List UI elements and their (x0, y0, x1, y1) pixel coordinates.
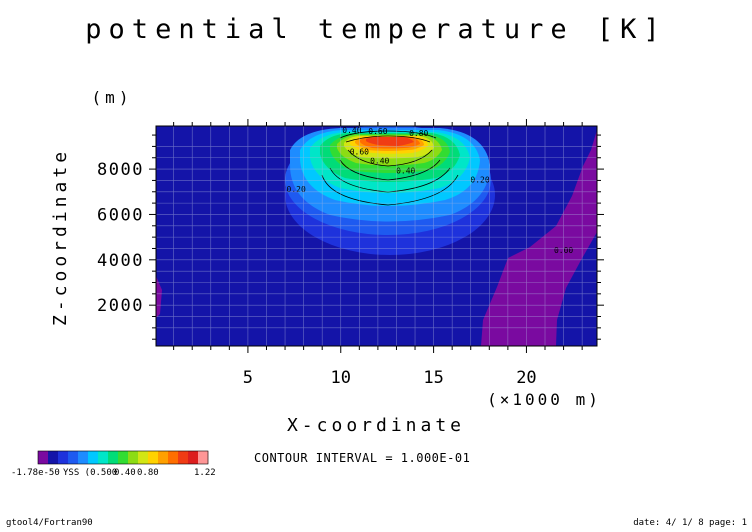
x-tick-label-15: 15 (423, 368, 443, 388)
x-unit-label: (×1000 m) (487, 390, 601, 409)
blue-gap-right (556, 232, 597, 346)
y-tick-label-2000: 2000 (97, 296, 144, 316)
colorbar (37, 450, 209, 465)
colorbar-swatch-11 (148, 451, 159, 464)
colorbar-swatch-0 (38, 451, 49, 464)
contour-line-d (347, 149, 433, 167)
colorbar-swatch-2 (58, 451, 69, 464)
contour-line-c (339, 159, 441, 181)
footer-left: gtool4/Fortran90 (6, 518, 93, 528)
grid (156, 126, 597, 346)
footer-right: date: 4/ 1/ 8 page: 1 (633, 518, 747, 528)
contour-label-3: 0.40 (370, 156, 389, 165)
y-tick-label-8000: 8000 (97, 160, 144, 180)
y-axis-label: Z-coordinate (50, 148, 71, 326)
chart-title: potential temperature [K] (85, 14, 666, 45)
colorbar-overlap-label: YSS (0.500 (63, 468, 117, 478)
colorbar-swatch-12 (158, 451, 169, 464)
colorbar-swatch-16 (198, 451, 209, 464)
colorbar-080-label: 0.80 (137, 468, 159, 478)
x-tick-label-5: 5 (243, 368, 253, 388)
plot-frame (155, 125, 598, 347)
colorbar-swatch-7 (108, 451, 119, 464)
contour-line-e (339, 130, 437, 139)
colorbar-swatch-6 (98, 451, 109, 464)
x-axis-label: X-coordinate (287, 415, 465, 436)
contour-interval-text: CONTOUR INTERVAL = 1.000E-01 (254, 451, 470, 465)
contour-label-2: 0.80 (409, 129, 428, 138)
thermal-anomaly: 0.40 0.60 0.800.400.400.600.200.200.00 (285, 126, 573, 255)
colorbar-swatch-5 (88, 451, 99, 464)
colorbar-swatch-14 (178, 451, 189, 464)
colorbar-frame (37, 450, 209, 465)
contour-label-0: 0.40 (342, 126, 361, 135)
contour-line-a (321, 174, 459, 206)
axis-ticks: 5 10 15 20 2000 4000 6000 8000 (97, 119, 604, 388)
contour-label-4: 0.40 (396, 167, 415, 176)
colorbar-swatch-15 (188, 451, 199, 464)
colorbar-swatch-13 (168, 451, 179, 464)
colorbar-min-label: -1.78e-50 (11, 468, 60, 478)
colorbar-swatch-10 (138, 451, 149, 464)
colorbar-mid-label: 0.40 (114, 468, 136, 478)
plot-area: 0.40 0.60 0.800.400.400.600.200.200.00 (155, 125, 598, 347)
colorbar-swatch-1 (48, 451, 59, 464)
colorbar-max-label: 1.22 (194, 468, 216, 478)
x-tick-label-10: 10 (331, 368, 351, 388)
contour-label-6: 0.20 (287, 185, 306, 194)
colorbar-swatch-8 (118, 451, 129, 464)
colorbar-swatch-9 (128, 451, 139, 464)
y-tick-label-4000: 4000 (97, 251, 144, 271)
y-unit-label: (m) (92, 88, 133, 107)
colorbar-swatch-4 (78, 451, 89, 464)
y-tick-label-6000: 6000 (97, 205, 144, 225)
negative-region-left (156, 276, 162, 318)
colorbar-swatch-3 (68, 451, 79, 464)
x-tick-label-20: 20 (516, 368, 536, 388)
contour-line-f (345, 135, 431, 143)
